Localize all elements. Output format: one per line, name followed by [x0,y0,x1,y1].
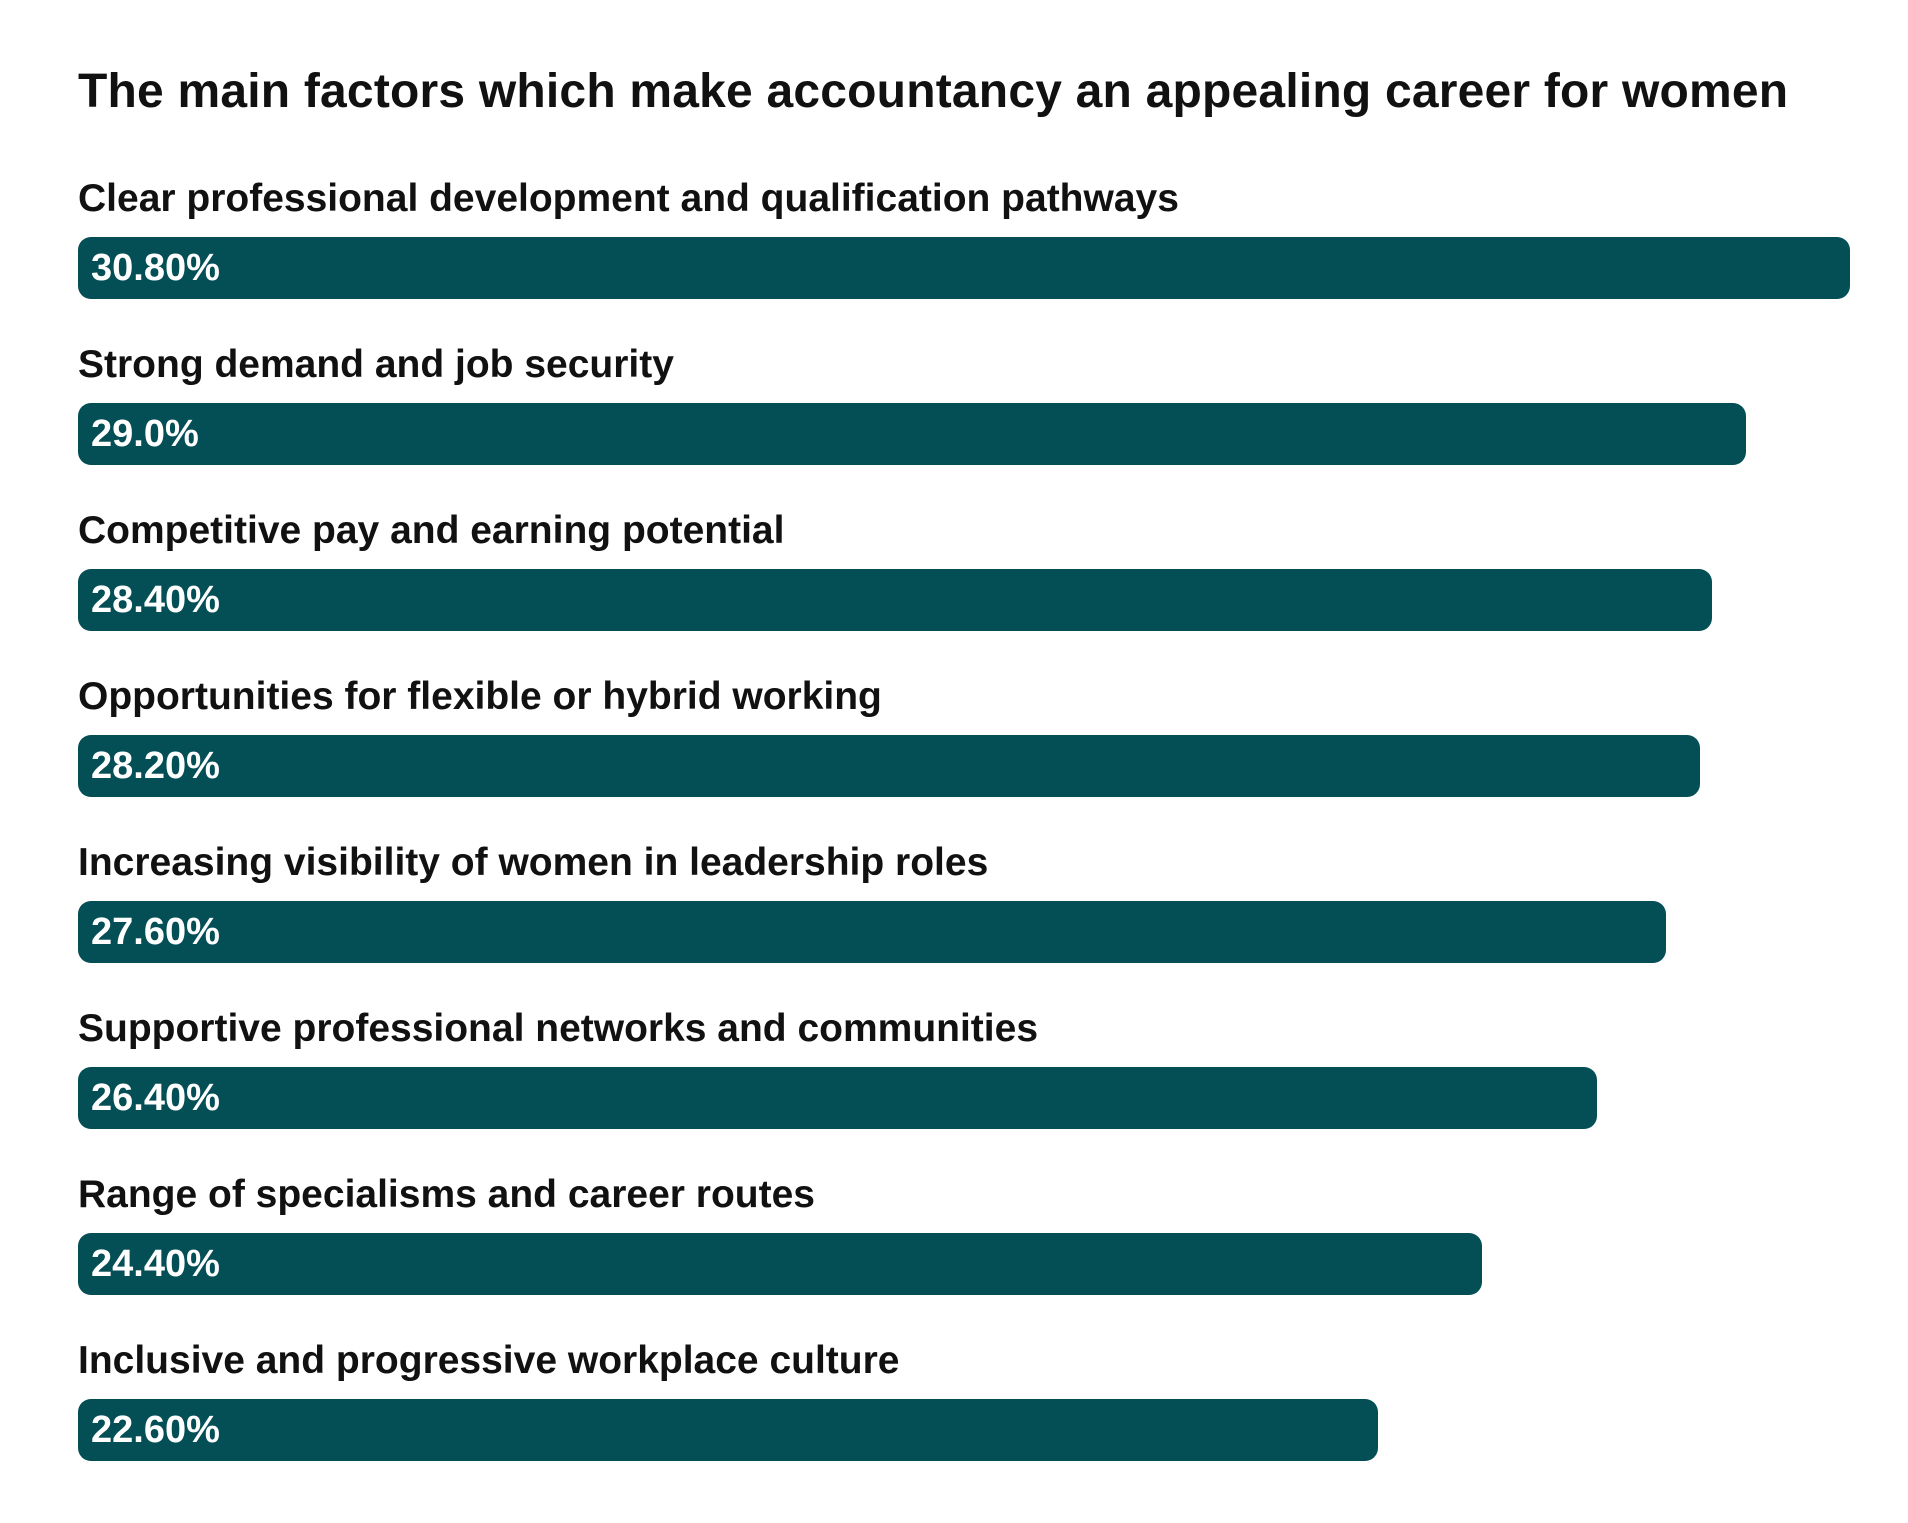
bar [78,735,1701,797]
bar-value-label: 28.40% [91,579,220,621]
bar-category-label: Opportunities for flexible or hybrid wor… [78,675,882,718]
bar-category-label: Inclusive and progressive workplace cult… [78,1339,900,1382]
bar-track: 30.80% [78,237,1850,299]
bar-track: 28.40% [78,569,1850,631]
bar-track: 28.20% [78,735,1850,797]
bar-value-label: 26.40% [91,1077,220,1119]
bar [78,901,1666,963]
bar-list: Clear professional development and quali… [78,174,1850,1502]
bar-track: 27.60% [78,901,1850,963]
bar-category-label: Competitive pay and earning potential [78,509,785,552]
bar-row: Range of specialisms and career routes 2… [78,1170,1850,1336]
bar-track: 24.40% [78,1233,1850,1295]
bar-value-label: 30.80% [91,247,220,289]
bar-category-label: Clear professional development and quali… [78,177,1179,220]
bar-value-label: 27.60% [91,911,220,953]
bar-track: 26.40% [78,1067,1850,1129]
bar-category-label: Increasing visibility of women in leader… [78,841,989,884]
bar [78,1067,1597,1129]
chart-title: The main factors which make accountancy … [78,65,1789,118]
bar [78,237,1850,299]
bar-row: Inclusive and progressive workplace cult… [78,1336,1850,1502]
bar-row: Clear professional development and quali… [78,174,1850,340]
bar-chart: The main factors which make accountancy … [78,62,1850,1482]
bar-row: Increasing visibility of women in leader… [78,838,1850,1004]
bar-value-label: 24.40% [91,1243,220,1285]
bar-category-label: Supportive professional networks and com… [78,1007,1039,1050]
bar-row: Supportive professional networks and com… [78,1004,1850,1170]
bar-category-label: Range of specialisms and career routes [78,1173,815,1216]
bar [78,403,1747,465]
bar-category-label: Strong demand and job security [78,343,674,386]
bar [78,569,1712,631]
bar-track: 29.0% [78,403,1850,465]
bar [78,1399,1379,1461]
bar-row: Strong demand and job security 29.0% [78,340,1850,506]
bar [78,1233,1482,1295]
bar-value-label: 22.60% [91,1409,220,1451]
bar-value-label: 28.20% [91,745,220,787]
bar-value-label: 29.0% [91,413,199,455]
bar-row: Competitive pay and earning potential 28… [78,506,1850,672]
bar-track: 22.60% [78,1399,1850,1461]
bar-row: Opportunities for flexible or hybrid wor… [78,672,1850,838]
